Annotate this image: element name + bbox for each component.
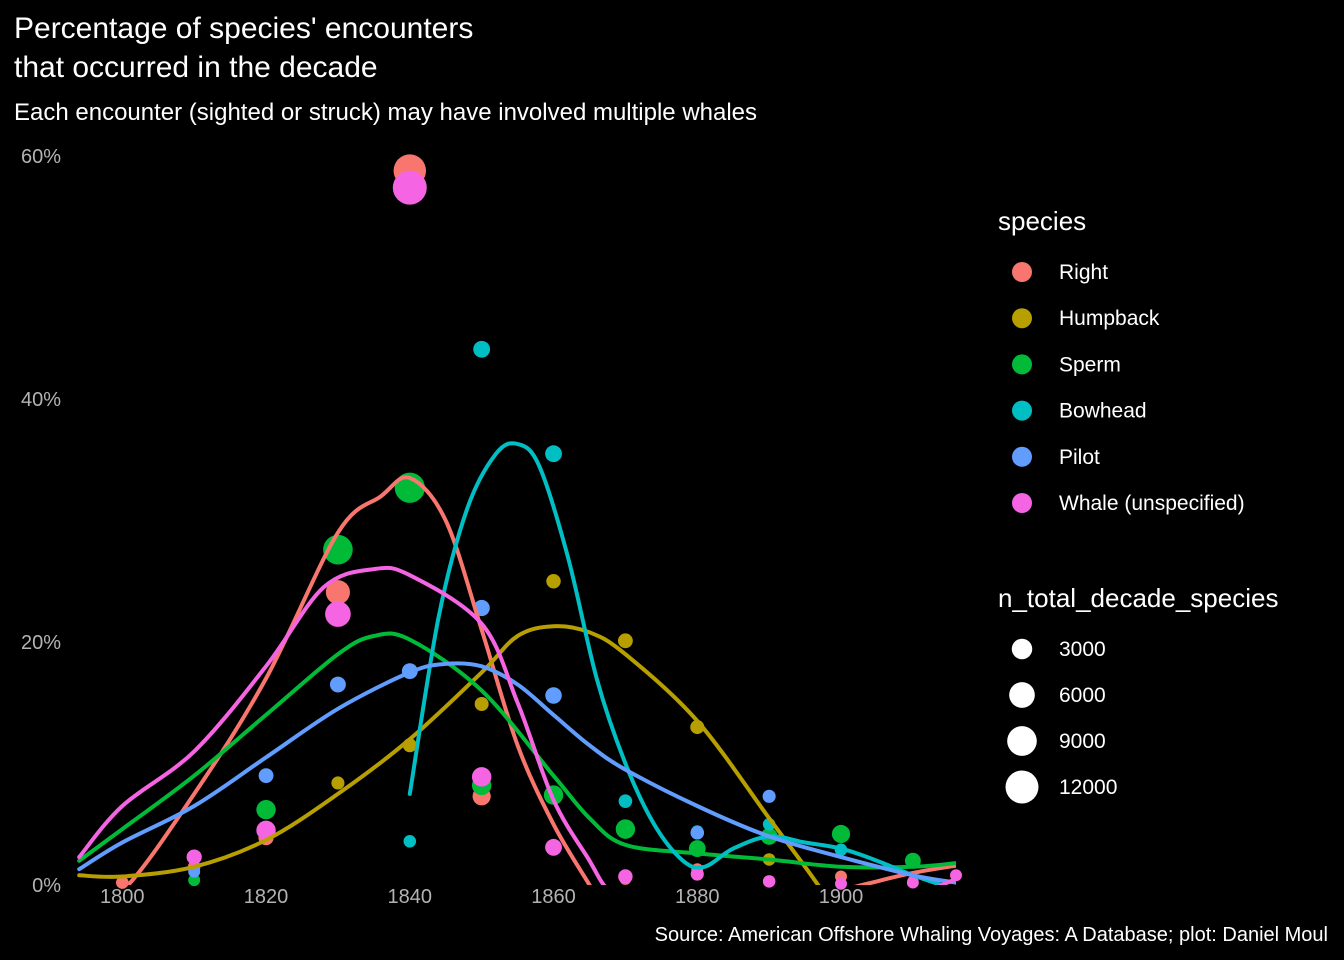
x-tick-label: 1820 <box>244 886 289 908</box>
chart-subtitle: Each encounter (sighted or struck) may h… <box>14 99 757 126</box>
y-tick-label: 60% <box>21 146 61 168</box>
size-legend-label: 12000 <box>1059 776 1117 799</box>
smooth-line-right <box>125 475 592 885</box>
smooth-line-sperm <box>77 631 956 870</box>
size-legend-key <box>1005 770 1039 804</box>
chart-title-line-2: that occurred in the decade <box>14 51 378 84</box>
point-whale-unspecified <box>392 170 427 205</box>
legend-key <box>1012 446 1032 467</box>
smooth-line-tail-whale-unspecified <box>936 876 956 885</box>
size-legend-label: 9000 <box>1059 730 1106 753</box>
x-tick-label: 1900 <box>819 886 864 908</box>
point-sperm <box>188 874 201 887</box>
point-whale-unspecified <box>618 869 633 884</box>
point-pilot <box>545 687 562 704</box>
size-legend-key <box>1007 726 1037 756</box>
point-whale-unspecified <box>325 601 351 627</box>
y-axis: 0% 20% 40% 60% <box>21 146 61 897</box>
legend-key <box>1012 262 1032 282</box>
legend-label: Humpback <box>1059 307 1160 330</box>
legend-size-title: n_total_decade_species <box>998 583 1278 613</box>
point-sperm <box>256 799 276 820</box>
legend-label: Pilot <box>1059 446 1100 469</box>
y-tick-label: 40% <box>21 389 61 411</box>
point-whale-unspecified <box>835 877 847 890</box>
point-whale-unspecified <box>186 849 202 865</box>
x-tick-label: 1840 <box>388 886 433 908</box>
smooth-line-pilot <box>77 661 956 885</box>
size-legend-key <box>1009 682 1035 708</box>
x-tick-label: 1800 <box>100 886 145 908</box>
point-bowhead <box>618 794 633 808</box>
x-tick-label: 1880 <box>675 886 720 908</box>
legend-size: n_total_decade_species 3000 6000 9000 12000 <box>998 583 1278 804</box>
legend-label: Whale (unspecified) <box>1059 492 1245 515</box>
point-humpback <box>331 776 345 790</box>
point-whale-unspecified <box>690 867 704 881</box>
smooth-lines-layer <box>77 441 956 885</box>
y-tick-label: 0% <box>32 875 61 897</box>
chart-title-line-1: Percentage of species' encounters <box>14 12 473 45</box>
chart-caption: Source: American Offshore Whaling Voyage… <box>655 924 1328 946</box>
point-humpback <box>546 574 561 589</box>
legend-label: Bowhead <box>1059 400 1147 423</box>
legend-key <box>1012 400 1032 421</box>
point-whale-unspecified <box>906 876 919 889</box>
smooth-line-tail-right <box>853 863 956 885</box>
point-bowhead <box>545 445 562 463</box>
legend-species: species Right Humpback Sperm Bowhead Pilot Wh… <box>998 206 1245 515</box>
smooth-line-whale-unspecified <box>77 565 607 885</box>
point-right <box>325 580 350 605</box>
point-whale-unspecified <box>545 838 562 856</box>
legend-species-title: species <box>998 206 1086 236</box>
point-pilot <box>258 768 274 784</box>
legend-key <box>1012 493 1032 513</box>
size-legend-key <box>1011 638 1033 660</box>
y-tick-label: 20% <box>21 632 61 654</box>
point-humpback <box>617 633 633 649</box>
smooth-line-humpback <box>77 624 821 885</box>
point-whale-unspecified <box>762 875 776 888</box>
legend-label: Sperm <box>1059 353 1121 376</box>
point-bowhead <box>473 340 491 358</box>
point-humpback <box>474 696 489 712</box>
point-right <box>116 876 129 889</box>
size-legend-label: 3000 <box>1059 638 1106 661</box>
point-pilot <box>690 825 705 840</box>
point-sperm <box>831 824 851 844</box>
x-tick-label: 1860 <box>531 886 576 908</box>
point-pilot <box>762 789 776 803</box>
size-legend-label: 6000 <box>1059 684 1106 707</box>
point-whale-unspecified <box>471 767 492 787</box>
point-sperm <box>615 819 636 839</box>
legend-label: Right <box>1059 261 1108 284</box>
x-axis: 1800 1820 1840 1860 1880 1900 <box>100 886 863 908</box>
point-pilot <box>329 676 346 693</box>
legend-key <box>1012 354 1032 375</box>
legend-key <box>1012 308 1032 329</box>
point-bowhead <box>403 834 417 848</box>
points-layer <box>116 154 962 890</box>
